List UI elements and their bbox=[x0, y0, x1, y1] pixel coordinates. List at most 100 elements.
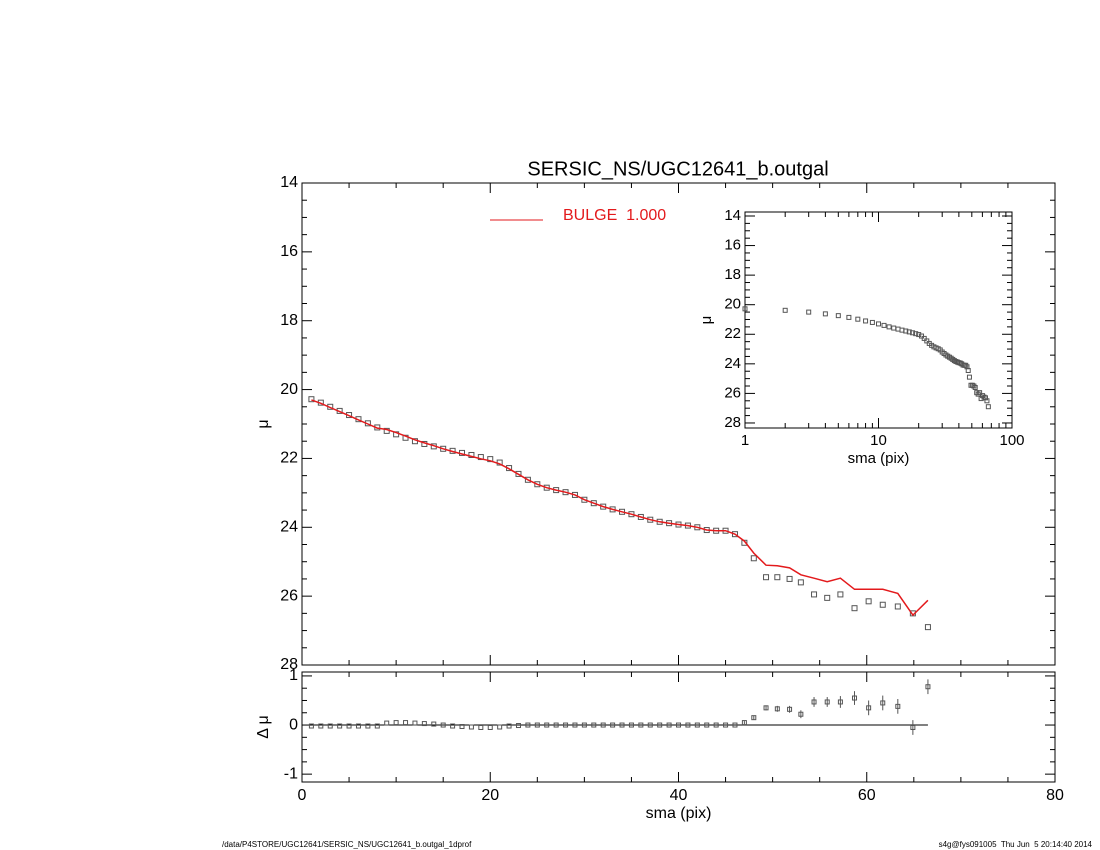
y-tick-label: 16 bbox=[724, 237, 741, 254]
data-point bbox=[865, 598, 872, 605]
x-tick-label: 0 bbox=[298, 787, 307, 804]
residual-point bbox=[327, 723, 333, 729]
residual-point bbox=[925, 684, 931, 690]
y-axis-label: μ bbox=[698, 316, 715, 325]
footer-path: /data/P4STORE/UGC12641/SERSIC_NS/UGC1264… bbox=[222, 840, 472, 849]
residual-point bbox=[581, 722, 587, 728]
y-tick-label: 22 bbox=[280, 450, 298, 467]
residual-point bbox=[811, 699, 817, 705]
y-tick-label: 28 bbox=[724, 414, 741, 431]
residual-point bbox=[763, 705, 769, 711]
residual-point bbox=[619, 722, 625, 728]
inset-point bbox=[886, 324, 892, 330]
residual-point bbox=[365, 723, 371, 729]
y-tick-label: 20 bbox=[280, 381, 298, 398]
y-tick-label: 0 bbox=[289, 716, 298, 733]
inset-point bbox=[916, 332, 922, 338]
residual-point bbox=[751, 715, 757, 721]
x-tick-label: 60 bbox=[858, 787, 876, 804]
inset-point bbox=[972, 384, 978, 390]
residual-point bbox=[497, 724, 503, 730]
inset-point bbox=[971, 383, 977, 389]
residual-point bbox=[572, 722, 578, 728]
y-tick-label: 24 bbox=[280, 519, 298, 536]
residual-point bbox=[657, 722, 663, 728]
residual-point bbox=[525, 722, 531, 728]
inset-point bbox=[895, 326, 901, 332]
data-point bbox=[468, 451, 475, 458]
x-tick-label: 100 bbox=[999, 432, 1024, 449]
y-tick-label: 26 bbox=[280, 587, 298, 604]
inset-point bbox=[985, 404, 991, 410]
data-point bbox=[750, 555, 757, 562]
y-tick-label: 1 bbox=[289, 667, 298, 684]
y-tick-label: 24 bbox=[724, 355, 741, 372]
data-point bbox=[797, 579, 804, 586]
inset-point bbox=[906, 329, 912, 335]
residual-point bbox=[910, 724, 916, 730]
residual-point bbox=[880, 700, 886, 706]
residual-point bbox=[337, 723, 343, 729]
residual-point bbox=[628, 722, 634, 728]
residual-point bbox=[723, 722, 729, 728]
data-point bbox=[487, 456, 494, 463]
residual-point bbox=[852, 695, 858, 701]
residual-point bbox=[798, 711, 804, 717]
residual-point bbox=[741, 720, 747, 726]
y-tick-label: 18 bbox=[724, 266, 741, 283]
data-point bbox=[590, 500, 597, 507]
residual-point bbox=[459, 724, 465, 730]
residual-point bbox=[440, 722, 446, 728]
residual-point bbox=[685, 722, 691, 728]
inset-point bbox=[977, 390, 983, 396]
y-tick-label: 14 bbox=[724, 207, 741, 224]
inset-point bbox=[913, 331, 919, 337]
residual-point bbox=[450, 723, 456, 729]
y-tick-label: 16 bbox=[280, 243, 298, 260]
residual-point bbox=[534, 722, 540, 728]
residual-point bbox=[610, 722, 616, 728]
inset-point bbox=[975, 391, 981, 397]
residual-point bbox=[515, 723, 521, 729]
residual-point bbox=[647, 722, 653, 728]
residual-point bbox=[374, 723, 380, 729]
model-line bbox=[311, 399, 929, 617]
inset-point bbox=[921, 335, 927, 341]
x-tick-label: 10 bbox=[870, 432, 887, 449]
inset-point bbox=[822, 311, 828, 317]
y-tick-label: -1 bbox=[284, 765, 298, 782]
inset-point bbox=[855, 316, 861, 322]
inset-point bbox=[742, 306, 748, 312]
inset-point bbox=[846, 314, 852, 320]
inset-point bbox=[891, 325, 897, 331]
data-point bbox=[774, 574, 781, 581]
data-point bbox=[515, 470, 522, 477]
residual-point bbox=[732, 722, 738, 728]
x-tick-label: 20 bbox=[481, 787, 499, 804]
inset-point bbox=[984, 398, 990, 404]
y-tick-label: 14 bbox=[280, 174, 298, 191]
data-point bbox=[786, 575, 793, 582]
residual-point bbox=[563, 722, 569, 728]
x-tick-label: 80 bbox=[1046, 787, 1064, 804]
inset-point bbox=[965, 367, 971, 373]
residual-point bbox=[895, 703, 901, 709]
inset-point bbox=[982, 395, 988, 401]
inset-point bbox=[782, 307, 788, 313]
residual-point bbox=[638, 722, 644, 728]
residual-point bbox=[544, 722, 550, 728]
y-axis-label: Δ μ bbox=[255, 715, 272, 738]
residual-point bbox=[318, 723, 324, 729]
chart-title: SERSIC_NS/UGC12641_b.outgal bbox=[527, 158, 828, 180]
data-point bbox=[731, 531, 738, 538]
residual-point bbox=[694, 722, 700, 728]
y-tick-label: 26 bbox=[724, 384, 741, 401]
residual-point bbox=[355, 723, 361, 729]
data-point bbox=[924, 624, 931, 631]
data-point bbox=[894, 603, 901, 610]
data-point bbox=[811, 591, 818, 598]
residual-point bbox=[506, 723, 512, 729]
residual-point bbox=[866, 705, 872, 711]
plot-frame bbox=[744, 211, 1013, 429]
